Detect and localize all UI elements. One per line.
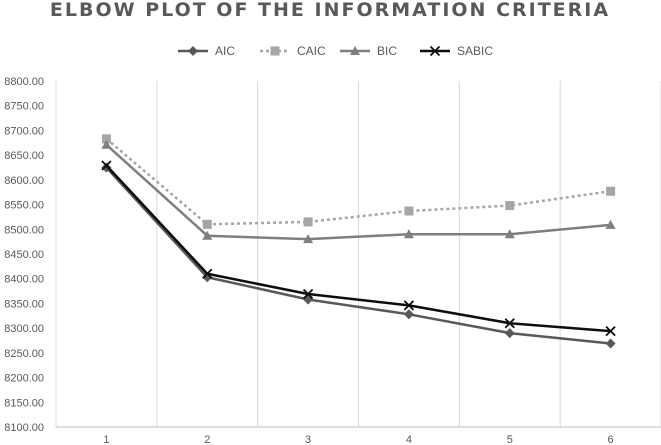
data-point-bic	[101, 139, 112, 149]
data-point-bic	[303, 234, 314, 244]
data-point-caic	[101, 134, 111, 144]
y-tick-label: 8750.00	[4, 101, 44, 113]
x-tick-label: 5	[507, 434, 513, 445]
series-line-bic	[105, 143, 611, 241]
x-axis: 1 2 3 4 5 6	[103, 434, 613, 445]
data-point-sabic	[302, 288, 314, 300]
data-point-sabic	[403, 300, 415, 311]
y-tick-label: 8800.00	[4, 76, 44, 88]
y-tick-label: 8700.00	[4, 125, 44, 137]
legend-label-aic: AIC	[215, 44, 235, 58]
y-tick-label: 8300.00	[4, 323, 44, 335]
data-point-caic	[202, 219, 212, 229]
data-point-bic	[202, 230, 213, 240]
legend-label-bic: BIC	[377, 44, 397, 58]
series-line-caic	[105, 137, 611, 226]
data-point-caic	[303, 217, 313, 227]
data-point-bic	[504, 229, 515, 239]
legend-label-sabic: SABIC	[457, 44, 493, 58]
y-tick-label: 8400.00	[4, 274, 44, 286]
x-tick-label: 4	[406, 434, 412, 445]
y-axis: 8100.00 8150.00 8200.00 8250.00 8300.00 8350.…	[4, 76, 44, 434]
series-line-sabic	[105, 164, 611, 333]
y-tick-label: 8250.00	[4, 348, 44, 360]
data-point-caic	[606, 186, 616, 196]
y-tick-label: 8150.00	[4, 397, 44, 409]
legend-marker-bic	[350, 46, 360, 55]
y-tick-label: 8350.00	[4, 298, 44, 310]
y-tick-label: 8200.00	[4, 373, 44, 385]
y-tick-label: 8550.00	[4, 200, 44, 212]
data-point-sabic	[605, 325, 616, 337]
data-point-aic	[605, 338, 616, 349]
legend-marker-caic	[270, 46, 280, 56]
legend-marker-aic	[188, 46, 198, 56]
data-point-sabic	[202, 268, 213, 279]
y-tick-label: 8450.00	[4, 249, 44, 261]
y-tick-label: 8650.00	[4, 150, 44, 162]
series-line-aic	[105, 166, 611, 345]
y-tick-label: 8100.00	[4, 422, 44, 434]
x-tick-label: 2	[204, 434, 210, 445]
legend: AIC CAIC BIC SABIC	[178, 44, 493, 58]
chart-title: ELBOW PLOT OF THE INFORMATION CRITERIA	[50, 0, 610, 21]
x-tick-label: 3	[305, 434, 311, 445]
data-point-aic	[303, 294, 314, 305]
x-tick-label: 6	[608, 434, 614, 445]
data-point-sabic	[504, 318, 515, 329]
data-point-caic	[404, 206, 414, 216]
data-point-caic	[505, 201, 515, 211]
series-lines	[101, 134, 616, 349]
legend-marker-sabic	[429, 45, 441, 57]
x-tick-label: 1	[103, 434, 109, 445]
data-point-bic	[403, 229, 414, 239]
legend-label-caic: CAIC	[297, 44, 326, 58]
data-point-bic	[605, 219, 616, 229]
data-point-aic	[403, 309, 414, 320]
y-tick-label: 8500.00	[4, 224, 44, 236]
y-tick-label: 8600.00	[4, 175, 44, 187]
data-point-sabic	[101, 160, 112, 171]
data-point-aic	[504, 328, 515, 339]
gridlines	[55, 81, 661, 428]
